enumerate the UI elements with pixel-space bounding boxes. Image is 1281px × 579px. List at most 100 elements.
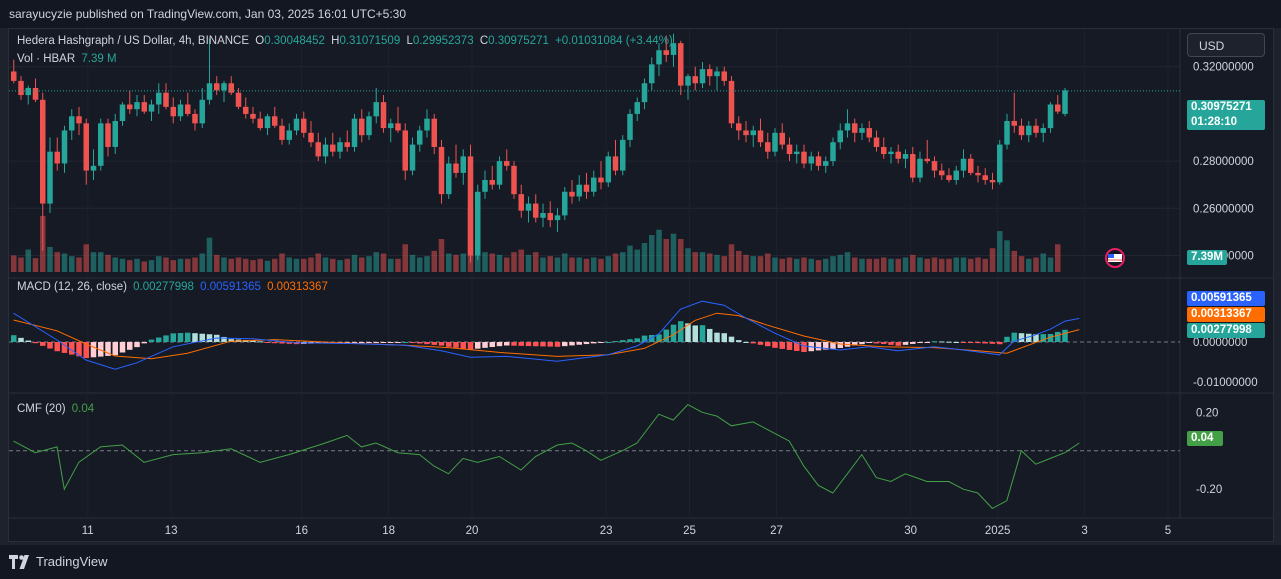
macd-histogram-bar <box>852 342 858 346</box>
candle-body <box>598 177 604 183</box>
volume-bar <box>583 258 590 272</box>
price-tick-label: 0.26000000 <box>1193 203 1254 215</box>
macd-histogram-bar <box>975 342 981 344</box>
macd-histogram-bar <box>678 321 684 342</box>
macd-histogram-bar <box>859 342 865 345</box>
candle-body <box>518 194 524 211</box>
macd-histogram-bar <box>728 336 735 342</box>
macd-hist-value: 0.00277998 <box>133 281 194 293</box>
macd-histogram-bar <box>482 342 488 348</box>
candle-body <box>583 184 590 192</box>
macd-histogram-bar <box>569 342 575 346</box>
volume-label[interactable]: Vol · HBAR <box>17 53 76 65</box>
currency-button[interactable]: USD <box>1187 33 1265 57</box>
macd-histogram-bar <box>388 342 394 343</box>
macd-histogram-bar <box>163 335 169 342</box>
macd-histogram-bar <box>344 342 350 343</box>
macd-histogram-bar <box>61 342 68 353</box>
cmf-badge: 0.04 <box>1187 431 1223 446</box>
macd-histogram-bar <box>779 342 785 349</box>
symbol-title[interactable]: Hedera Hashgraph / US Dollar, 4h, BINANC… <box>17 35 250 47</box>
candle-body <box>736 123 742 131</box>
candle-body <box>540 213 546 218</box>
candle-body <box>170 106 176 117</box>
candle-body <box>453 163 459 173</box>
candle-body <box>250 113 256 119</box>
us-flag-stripes <box>1108 254 1122 262</box>
time-tick-label: 27 <box>770 525 783 537</box>
volume-bar <box>678 239 684 272</box>
candle-body <box>482 179 488 192</box>
candle-body <box>366 116 372 136</box>
macd-histogram-bar <box>76 342 82 357</box>
macd-histogram-bar <box>794 342 800 351</box>
macd-histogram-bar <box>960 342 967 343</box>
candle-body <box>670 43 677 55</box>
volume-bar <box>409 254 416 272</box>
macd-histogram-bar <box>620 340 626 342</box>
volume-bar <box>460 253 466 272</box>
macd-histogram-bar <box>475 342 481 349</box>
candle-body <box>112 121 118 147</box>
volume-bar <box>489 253 495 272</box>
macd-histogram-bar <box>257 341 263 343</box>
candle-body <box>815 156 822 166</box>
candle-body <box>301 118 307 133</box>
candle-body <box>54 151 60 164</box>
volume-bar <box>910 254 916 272</box>
candle-body <box>206 83 213 100</box>
volume-bar <box>264 260 271 272</box>
tradingview-logo[interactable]: TradingView <box>9 554 108 569</box>
volume-bar <box>156 256 162 272</box>
candle-body <box>910 154 916 178</box>
candle-body <box>1033 125 1039 133</box>
volume-bar <box>395 258 401 272</box>
candle-body <box>228 83 234 93</box>
volume-bar <box>431 250 437 272</box>
macd-histogram-bar <box>119 342 126 353</box>
candle-body <box>917 158 923 178</box>
macd-histogram-bar <box>946 341 952 343</box>
candle-body <box>11 71 17 81</box>
macd-histogram-bar <box>924 342 930 343</box>
candle-body <box>1011 121 1017 126</box>
price-badge-value: 0.30975271 <box>1191 101 1252 113</box>
volume-bar <box>779 258 785 272</box>
macd-histogram-bar <box>192 333 198 342</box>
candle-body <box>576 184 582 197</box>
volume-bar <box>801 257 807 272</box>
volume-bar <box>380 253 387 272</box>
macd-histogram-bar <box>801 342 807 352</box>
volume-bar <box>953 257 959 272</box>
volume-bar <box>250 260 256 272</box>
candle-body <box>460 156 466 173</box>
volume-bar <box>1004 240 1010 272</box>
volume-bar <box>373 252 379 272</box>
volume-bar <box>119 258 126 272</box>
macd-histogram-bar <box>156 337 162 342</box>
macd-histogram-bar <box>1047 334 1054 342</box>
volume-bar <box>837 254 843 272</box>
candle-body <box>214 83 220 91</box>
macd-label[interactable]: MACD (12, 26, close) <box>17 281 127 293</box>
macd-histogram-bar <box>105 342 111 356</box>
candle-body <box>1026 125 1032 136</box>
candle-body <box>569 191 575 197</box>
macd-legend: MACD (12, 26, close) 0.00277998 0.005913… <box>17 281 331 293</box>
cmf-tick-label: 0.20 <box>1196 407 1218 419</box>
macd-histogram-bar <box>881 342 887 344</box>
macd-histogram-bar <box>496 342 503 347</box>
volume-bar <box>511 252 517 272</box>
candle-body <box>61 130 68 164</box>
cmf-label[interactable]: CMF (20) <box>17 403 66 415</box>
change-value: +0.01031084 (+3.44%) <box>555 35 673 47</box>
volume-bar <box>438 239 445 272</box>
candle-body <box>808 156 814 164</box>
volume-bar <box>127 260 133 272</box>
candle-body <box>939 170 945 176</box>
volume-bar <box>823 258 829 272</box>
macd-histogram-bar <box>366 342 372 343</box>
candle-body <box>417 130 423 145</box>
volume-bar <box>272 258 278 272</box>
